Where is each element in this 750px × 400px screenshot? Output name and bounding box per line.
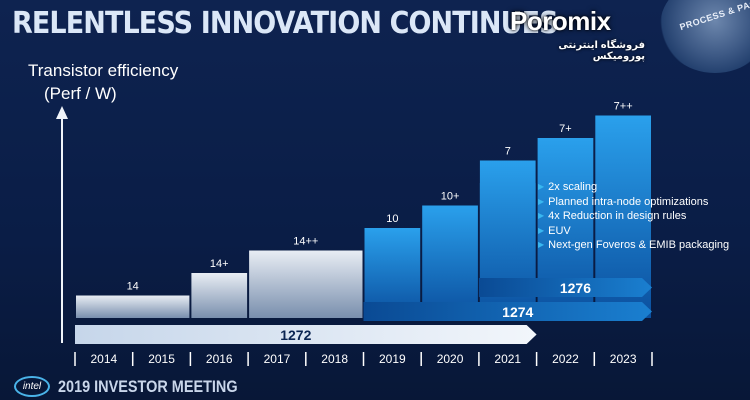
page-title: RELENTLESS INNOVATION CONTINUES	[12, 6, 559, 41]
step-label: 7+	[559, 123, 572, 135]
step-label: 10	[386, 213, 398, 225]
process-node-label: 1276	[560, 280, 591, 296]
process-node-label: 1272	[280, 327, 311, 343]
x-tick-label: 2015	[148, 352, 175, 366]
x-tick-label: 2019	[379, 352, 406, 366]
y-axis-arrow-icon	[56, 106, 68, 119]
y-axis-line	[61, 118, 63, 343]
process-node-arrow-1272	[75, 325, 537, 344]
step-label: 14+	[210, 258, 229, 270]
x-tick-label: 2016	[206, 352, 233, 366]
x-tick-label: 2018	[321, 352, 348, 366]
step-label: 7++	[614, 101, 633, 113]
triangle-bullet-icon: ▶	[538, 240, 545, 249]
feature-item: ▶ EUV	[538, 224, 571, 237]
step-bar-14	[76, 295, 190, 318]
feature-list: ▶ 2x scaling ▶ Planned intra-node optimiza…	[538, 180, 729, 253]
x-tick-label: 2022	[552, 352, 579, 366]
step-bar-14++	[249, 250, 363, 318]
brand-tagline: فروشگاه اینترنتی پورومیکس	[558, 40, 645, 62]
x-tick-label: 2014	[90, 352, 117, 366]
brand-name: Poromix	[510, 6, 611, 36]
step-bar-10+	[422, 205, 478, 318]
step-label: 14++	[293, 236, 318, 248]
step-label: 7	[505, 146, 511, 158]
step-bar-14+	[191, 273, 248, 318]
step-label: 10+	[441, 191, 460, 203]
x-tick-label: 2020	[437, 352, 464, 366]
x-tick-label: 2023	[610, 352, 637, 366]
feature-item: ▶ 2x scaling	[538, 181, 598, 193]
footer: intel 2019 INVESTOR MEETING	[14, 376, 270, 398]
process-node-arrow-1276	[478, 278, 652, 297]
y-axis-unit: (Perf / W)	[44, 84, 117, 103]
intel-logo: intel	[14, 376, 50, 397]
event-name: 2019 INVESTOR MEETING	[58, 376, 239, 396]
x-tick-label: 2017	[264, 352, 291, 366]
triangle-bullet-icon: ▶	[538, 211, 545, 220]
triangle-bullet-icon: ▶	[538, 196, 545, 206]
feature-item: ▶ 4x Reduction in design rules	[538, 210, 687, 222]
x-tick-label: 2021	[494, 352, 521, 366]
feature-item: ▶ Planned intra-node optimizations	[538, 195, 709, 208]
triangle-bullet-icon: ▶	[538, 225, 545, 235]
triangle-bullet-icon: ▶	[538, 182, 545, 191]
process-node-arrow-1274	[363, 302, 652, 321]
process-node-label: 1274	[502, 304, 533, 320]
y-axis-label: Transistor efficiency	[28, 61, 179, 80]
step-label: 14	[127, 281, 139, 293]
feature-item: ▶ Next-gen Foveros & EMIB packaging	[538, 239, 730, 251]
